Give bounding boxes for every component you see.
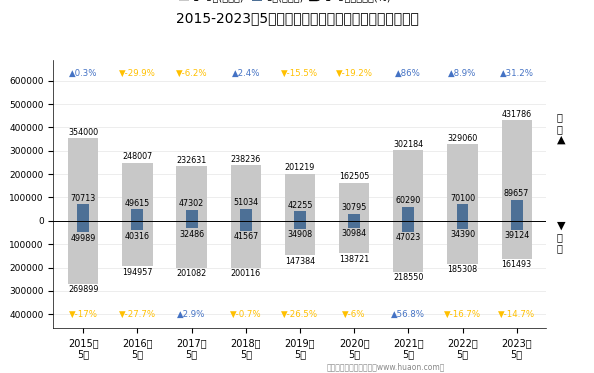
Bar: [186, 221, 198, 228]
Bar: [511, 221, 523, 230]
Text: ▼-29.9%: ▼-29.9%: [119, 69, 156, 78]
Bar: [122, 163, 153, 221]
Text: 49989: 49989: [71, 234, 96, 243]
Text: 354000: 354000: [68, 128, 99, 137]
Text: 47023: 47023: [396, 233, 421, 242]
Text: 329060: 329060: [447, 134, 478, 142]
Text: 302184: 302184: [393, 140, 424, 149]
Text: 185308: 185308: [447, 266, 478, 275]
Text: ▼-26.5%: ▼-26.5%: [282, 310, 318, 319]
Text: 147384: 147384: [285, 257, 315, 266]
Text: 40316: 40316: [125, 232, 150, 241]
Text: ▲31.2%: ▲31.2%: [500, 69, 533, 78]
Bar: [122, 221, 153, 266]
Bar: [457, 204, 469, 221]
Text: 70713: 70713: [71, 194, 96, 203]
Text: 2015-2023年5月河北省外商投资企业进、出口额统计图: 2015-2023年5月河北省外商投资企业进、出口额统计图: [176, 11, 418, 25]
Bar: [402, 221, 414, 232]
Bar: [68, 138, 99, 221]
Text: 60290: 60290: [396, 196, 421, 205]
Bar: [285, 221, 315, 255]
Bar: [447, 144, 478, 221]
Text: ▼-0.7%: ▼-0.7%: [230, 310, 261, 319]
Text: ▲8.9%: ▲8.9%: [448, 69, 477, 78]
Bar: [348, 214, 360, 221]
Text: 51034: 51034: [233, 198, 258, 207]
Bar: [501, 120, 532, 221]
Text: 41567: 41567: [233, 232, 258, 241]
Bar: [294, 221, 306, 229]
Bar: [447, 221, 478, 264]
Text: 248007: 248007: [122, 153, 153, 162]
Text: ▲2.9%: ▲2.9%: [178, 310, 206, 319]
Bar: [402, 207, 414, 221]
Bar: [501, 221, 532, 258]
Bar: [131, 209, 143, 221]
Bar: [77, 204, 89, 221]
Text: 201082: 201082: [176, 269, 207, 278]
Bar: [131, 221, 143, 230]
Text: 32486: 32486: [179, 230, 204, 239]
Text: ▲2.4%: ▲2.4%: [232, 69, 260, 78]
Text: 34390: 34390: [450, 230, 475, 239]
Text: 进: 进: [557, 232, 563, 242]
Text: ▲: ▲: [557, 135, 565, 145]
Text: ▲56.8%: ▲56.8%: [391, 310, 425, 319]
Text: 200116: 200116: [230, 269, 261, 278]
Bar: [339, 183, 369, 221]
Bar: [77, 221, 89, 232]
Text: 161493: 161493: [501, 260, 532, 269]
Bar: [68, 221, 99, 284]
Text: 出: 出: [557, 113, 563, 122]
Text: 49615: 49615: [125, 199, 150, 208]
Text: 47302: 47302: [179, 199, 204, 209]
Bar: [348, 221, 360, 228]
Bar: [240, 209, 252, 221]
Text: ▼-27.7%: ▼-27.7%: [119, 310, 156, 319]
Legend: 1~5月(万美元), 5月(万美元), 1~5月同比增速(%): 1~5月(万美元), 5月(万美元), 1~5月同比增速(%): [175, 0, 395, 6]
Text: 39124: 39124: [504, 231, 529, 240]
Text: 238236: 238236: [230, 155, 261, 164]
Bar: [511, 200, 523, 221]
Text: ▼-15.5%: ▼-15.5%: [282, 69, 318, 78]
Text: 218550: 218550: [393, 273, 424, 282]
Bar: [240, 221, 252, 231]
Bar: [457, 221, 469, 229]
Text: 162505: 162505: [339, 172, 369, 182]
Text: 口: 口: [557, 243, 563, 253]
Bar: [186, 210, 198, 221]
Text: 89657: 89657: [504, 189, 529, 198]
Text: ▼-14.7%: ▼-14.7%: [498, 310, 535, 319]
Text: ▲86%: ▲86%: [396, 69, 421, 78]
Text: 30984: 30984: [342, 229, 366, 238]
Text: 42255: 42255: [287, 201, 312, 210]
Bar: [339, 221, 369, 253]
Text: ▲0.3%: ▲0.3%: [69, 69, 97, 78]
Bar: [176, 166, 207, 221]
Text: 269899: 269899: [68, 285, 99, 294]
Text: 138721: 138721: [339, 255, 369, 264]
Text: 30795: 30795: [342, 203, 367, 212]
Text: 34908: 34908: [287, 231, 312, 239]
Bar: [285, 174, 315, 221]
Text: ▼-17%: ▼-17%: [69, 310, 98, 319]
Bar: [230, 165, 261, 221]
Text: 口: 口: [557, 124, 563, 134]
Bar: [230, 221, 261, 267]
Bar: [294, 211, 306, 221]
Text: ▼-6.2%: ▼-6.2%: [176, 69, 207, 78]
Text: 制图：华经产业研究院（www.huaon.com）: 制图：华经产业研究院（www.huaon.com）: [327, 362, 446, 371]
Text: 232631: 232631: [176, 156, 207, 165]
Text: ▼-16.7%: ▼-16.7%: [444, 310, 481, 319]
Text: 201219: 201219: [285, 163, 315, 172]
Bar: [393, 150, 424, 221]
Text: ▼-6%: ▼-6%: [342, 310, 366, 319]
Text: 431786: 431786: [501, 110, 532, 119]
Text: 70100: 70100: [450, 194, 475, 203]
Bar: [176, 221, 207, 268]
Text: ▼: ▼: [557, 221, 565, 231]
Text: ▼-19.2%: ▼-19.2%: [336, 69, 372, 78]
Bar: [393, 221, 424, 272]
Text: 194957: 194957: [122, 268, 153, 277]
